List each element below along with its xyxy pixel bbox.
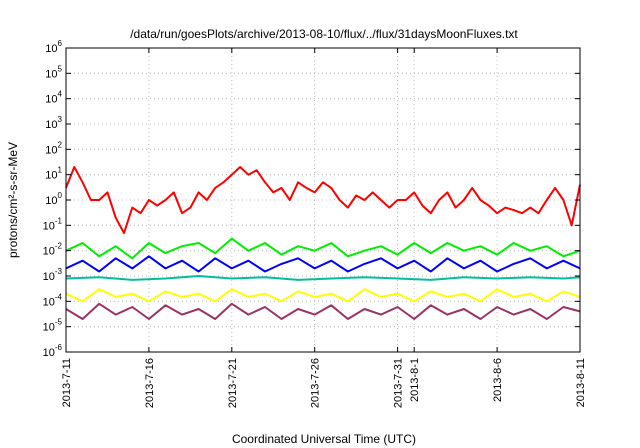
x-tick-label: 2013-7-26 — [310, 358, 322, 408]
series-line-1 — [65, 166, 581, 234]
y-tick-label: 10-5 — [43, 318, 63, 334]
grid — [65, 47, 581, 353]
chart-title: /data/run/goesPlots/archive/2013-08-10/f… — [130, 27, 518, 41]
y-tick-label: 10-2 — [43, 242, 63, 258]
y-tick-label: 10-3 — [43, 267, 63, 283]
y-tick-label: 105 — [45, 64, 62, 80]
y-tick-label: 10-4 — [43, 292, 63, 308]
y-tick-label: 106 — [45, 39, 62, 55]
x-tick-label: 2013-7-16 — [144, 358, 156, 408]
x-tick-label: 2013-7-11 — [61, 358, 73, 407]
x-tick-label: 2013-8-11 — [575, 358, 587, 407]
y-tick-label: 104 — [45, 90, 62, 106]
series-group — [65, 166, 581, 320]
y-tick-label: 10-1 — [43, 216, 63, 232]
y-tick-label: 102 — [45, 140, 62, 156]
y-axis-label: protons/cm²-s-sr-MeV — [6, 142, 20, 258]
series-line-5 — [65, 288, 581, 303]
x-tick-label: 2013-8-1 — [409, 358, 421, 402]
x-tick-label: 2013-8-6 — [492, 358, 504, 402]
y-tick-label: 103 — [45, 115, 62, 131]
series-line-4 — [65, 275, 581, 281]
x-tick-label: 2013-7-21 — [227, 358, 239, 408]
y-tick-label: 101 — [45, 166, 62, 182]
x-tick-label: 2013-7-31 — [393, 358, 405, 408]
y-tick-label: 10-6 — [43, 343, 63, 359]
y-tick-label: 100 — [45, 191, 62, 207]
x-axis-label: Coordinated Universal Time (UTC) — [232, 432, 416, 446]
ticks: 10-6 10-5 10-4 10-3 10-2 10-1 100 101 102 103 104 1… — [43, 39, 587, 408]
series-line-2 — [65, 237, 581, 260]
series-line-6 — [65, 302, 581, 320]
series-line-3 — [65, 255, 581, 273]
